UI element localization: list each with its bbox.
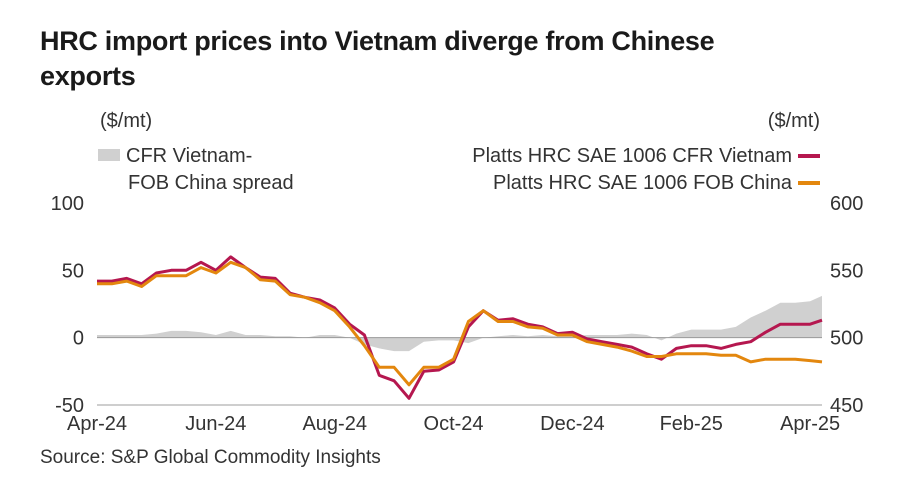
legend-spread-label-1: CFR Vietnam-	[126, 145, 253, 167]
legend-cfr-label: Platts HRC SAE 1006 CFR Vietnam	[472, 145, 792, 167]
left-axis-unit: ($/mt)	[100, 110, 153, 132]
left-tick-label: 50	[62, 260, 84, 282]
left-tick-label: -50	[55, 395, 84, 417]
right-tick-label: 450	[830, 395, 863, 417]
x-tick-label: Oct-24	[424, 413, 484, 435]
x-tick-label: Jun-24	[185, 413, 246, 435]
x-tick-label: Aug-24	[302, 413, 367, 435]
cfr-vietnam-line	[97, 255, 823, 400]
legend-spread-label-2: FOB China spread	[128, 172, 294, 194]
legend-fob-swatch	[798, 180, 820, 185]
legend-spread: CFR Vietnam- FOB China spread	[98, 143, 294, 197]
x-tick-label: Apr-25	[780, 413, 840, 435]
legend-spread-swatch	[98, 148, 120, 161]
left-tick-label: 100	[51, 193, 84, 215]
right-tick-label: 500	[830, 328, 863, 350]
source-note: Source: S&P Global Commodity Insights	[40, 447, 381, 468]
axis-layer	[97, 337, 822, 406]
right-tick-label: 600	[830, 193, 863, 215]
chart-title: HRC import prices into Vietnam diverge f…	[40, 26, 715, 91]
left-tick-label: 0	[73, 328, 84, 350]
legend-fob-item: Platts HRC SAE 1006 FOB China	[472, 170, 820, 197]
right-tick-label: 550	[830, 260, 863, 282]
legend-cfr-item: Platts HRC SAE 1006 CFR Vietnam	[472, 143, 820, 170]
legend-lines: Platts HRC SAE 1006 CFR Vietnam Platts H…	[472, 143, 820, 197]
series-lines-layer	[97, 255, 823, 400]
legend-fob-label: Platts HRC SAE 1006 FOB China	[492, 172, 792, 194]
x-tick-label: Dec-24	[540, 413, 604, 435]
x-tick-label: Feb-25	[660, 413, 723, 435]
legend-cfr-swatch	[798, 153, 820, 158]
fob-china-line	[97, 260, 823, 387]
x-tick-label: Apr-24	[67, 413, 127, 435]
right-axis-unit: ($/mt)	[767, 110, 820, 132]
